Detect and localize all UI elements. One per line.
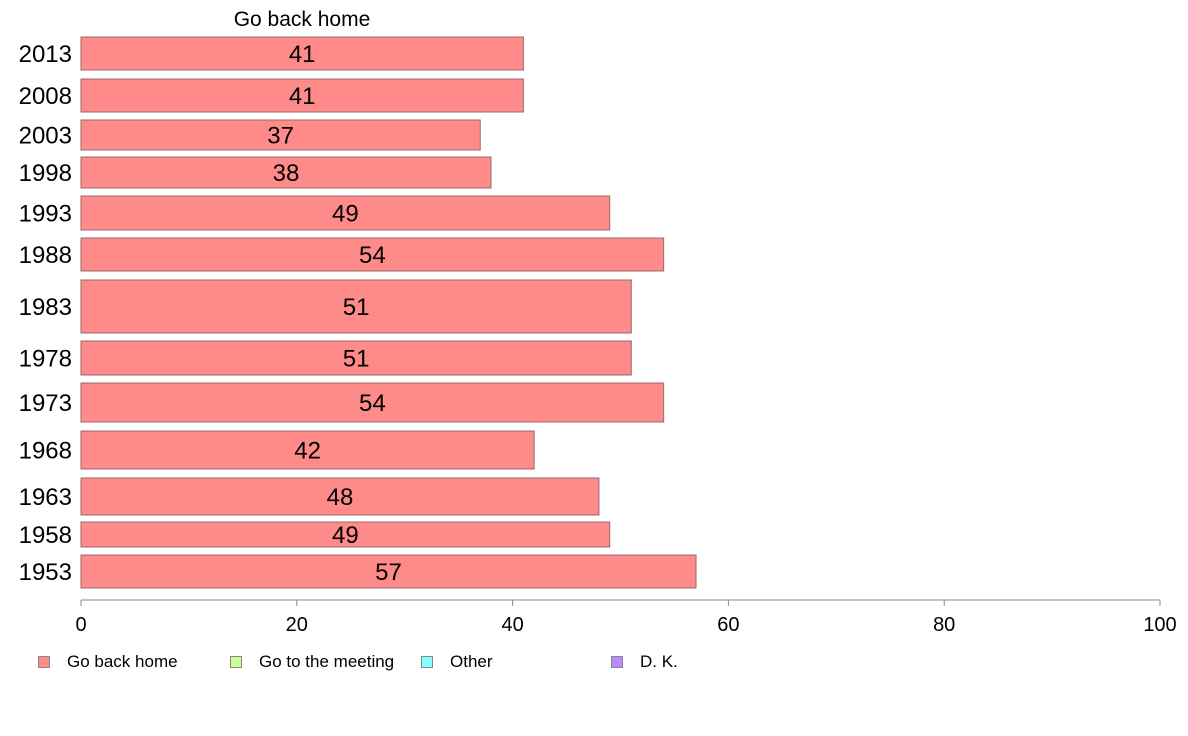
category-label-1993: 1993 xyxy=(19,201,72,228)
data-label-1953: 57 xyxy=(375,559,402,586)
bar-1993 xyxy=(80,195,611,231)
legend-swatch xyxy=(38,656,50,668)
legend-item-go-back-home: Go back home xyxy=(38,652,178,672)
category-label-1963: 1963 xyxy=(19,484,72,511)
category-label-1978: 1978 xyxy=(19,346,72,373)
legend: Go back home Go to the meeting Other D. … xyxy=(38,652,738,674)
data-label-2013: 41 xyxy=(289,41,316,68)
legend-label: D. K. xyxy=(640,652,678,671)
legend-item-other: Other xyxy=(421,652,493,672)
data-label-1958: 49 xyxy=(332,522,359,549)
data-label-1978: 51 xyxy=(343,346,370,373)
category-label-1983: 1983 xyxy=(19,294,72,321)
category-label-1968: 1968 xyxy=(19,438,72,465)
x-tick-label-60: 60 xyxy=(717,614,739,636)
legend-label: Go to the meeting xyxy=(259,652,395,671)
data-label-1988: 54 xyxy=(359,242,386,269)
x-tick-label-40: 40 xyxy=(501,614,523,636)
bar-2013 xyxy=(80,36,524,71)
data-label-1993: 49 xyxy=(332,201,359,228)
bar-1958 xyxy=(80,521,611,548)
category-label-1998: 1998 xyxy=(19,160,72,187)
category-label-1988: 1988 xyxy=(19,242,72,269)
x-tick-label-100: 100 xyxy=(1143,614,1176,636)
data-label-1973: 54 xyxy=(359,390,386,417)
legend-swatch xyxy=(611,656,623,668)
data-label-2003: 37 xyxy=(267,123,294,150)
bar-1968 xyxy=(80,430,535,470)
category-label-2013: 2013 xyxy=(19,41,72,68)
category-label-2003: 2003 xyxy=(19,123,72,150)
x-axis: 0 20 40 60 80 100 xyxy=(75,599,1177,636)
category-label-1958: 1958 xyxy=(19,522,72,549)
bar-1953 xyxy=(80,554,697,589)
x-tick-label-80: 80 xyxy=(933,614,955,636)
x-tick-label-20: 20 xyxy=(286,614,308,636)
bar-1983 xyxy=(80,279,632,334)
bar-1998 xyxy=(80,156,492,189)
data-label-1963: 48 xyxy=(327,484,354,511)
legend-label: Other xyxy=(450,652,493,671)
bar-1988 xyxy=(80,237,665,272)
bar-1973 xyxy=(80,382,665,423)
category-label-2008: 2008 xyxy=(19,83,72,110)
data-label-1998: 38 xyxy=(273,160,300,187)
category-label-1953: 1953 xyxy=(19,559,72,586)
data-label-2008: 41 xyxy=(289,83,316,110)
data-label-1983: 51 xyxy=(343,294,370,321)
legend-swatch xyxy=(230,656,242,668)
bar-chart: Go back home 41 2013 41 2008 37 2003 38 1998 49 1… xyxy=(19,8,1177,636)
bar-2008 xyxy=(80,78,524,113)
bar-1978 xyxy=(80,340,632,376)
bars-group: 41 2013 41 2008 37 2003 38 1998 49 1993 54 1988 51 19… xyxy=(19,36,697,589)
legend-item-dk: D. K. xyxy=(611,652,678,672)
series-title: Go back home xyxy=(234,8,371,31)
legend-label: Go back home xyxy=(67,652,178,671)
category-label-1973: 1973 xyxy=(19,390,72,417)
legend-swatch xyxy=(421,656,433,668)
legend-item-go-to-the-meeting: Go to the meeting xyxy=(230,652,394,672)
bar-1963 xyxy=(80,477,600,516)
x-tick-label-0: 0 xyxy=(75,614,86,636)
bar-2003 xyxy=(80,119,481,151)
data-label-1968: 42 xyxy=(294,438,321,465)
